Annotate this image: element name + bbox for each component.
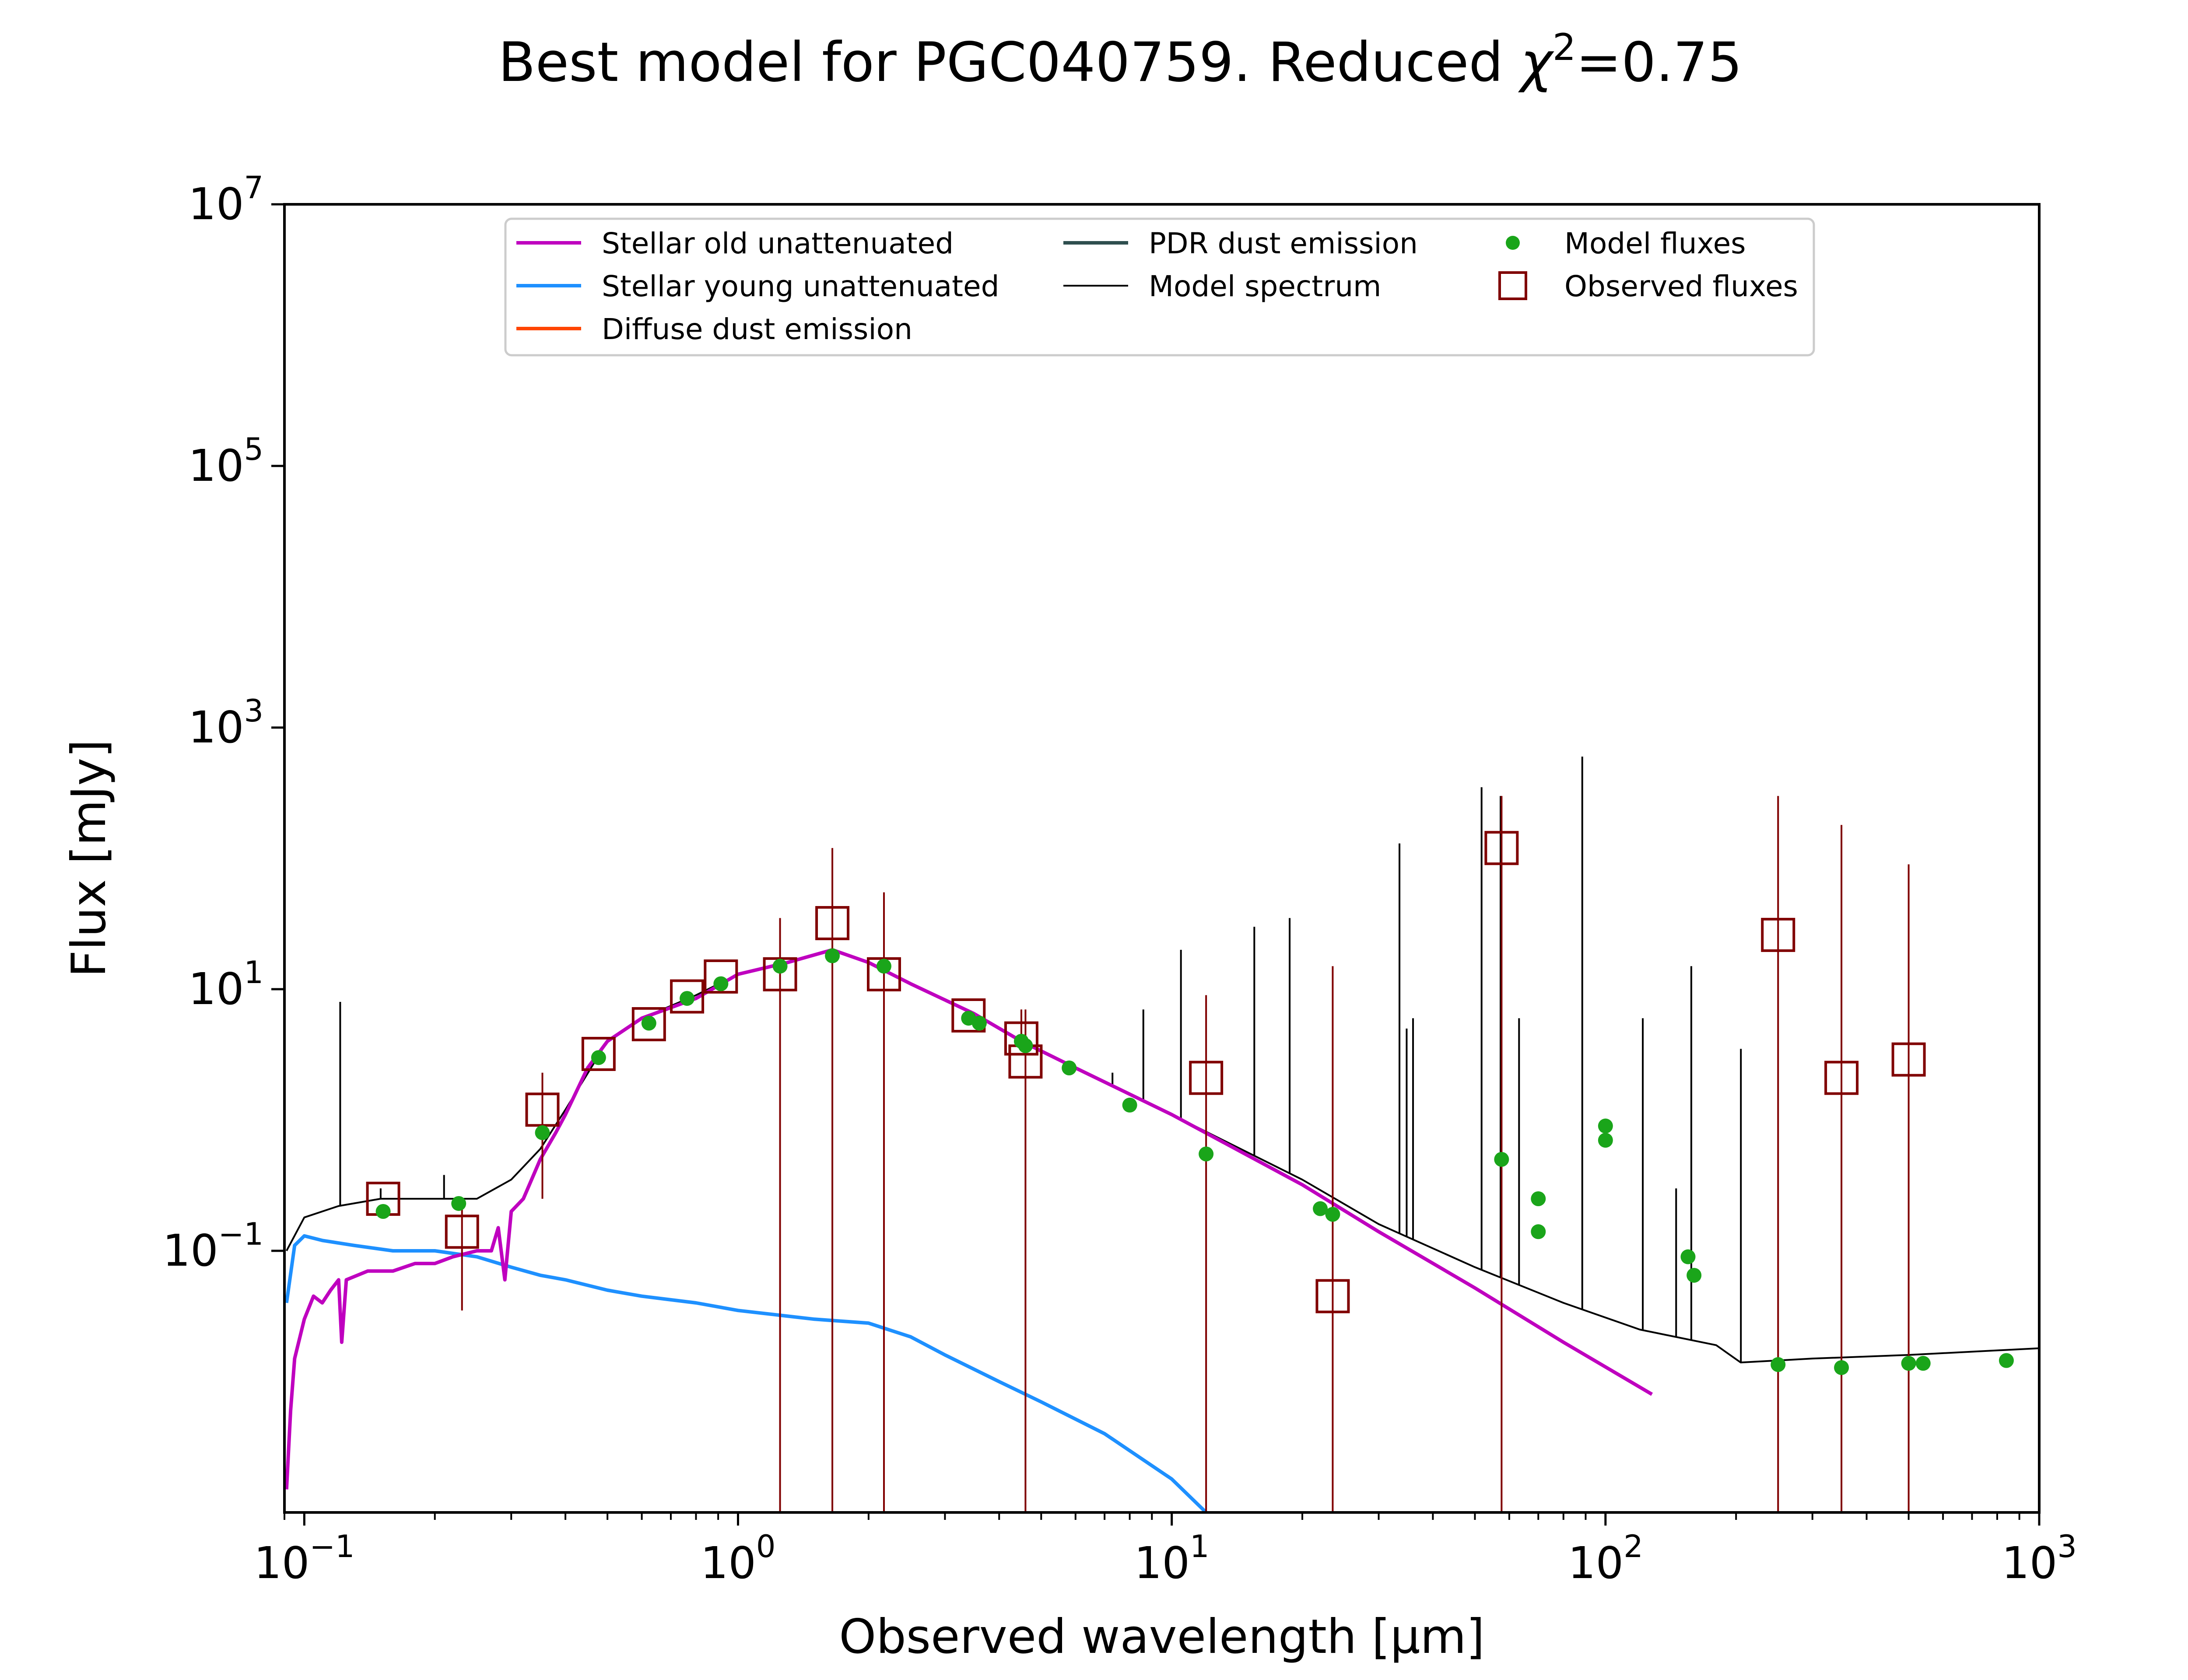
x-tick-label: 102: [1568, 1529, 1643, 1589]
model-flux-point: [1598, 1133, 1613, 1148]
observed-flux-marker: [1004, 1021, 1038, 1056]
model-flux-point: [1313, 1201, 1328, 1216]
y-tick-label: 103: [188, 693, 263, 753]
model-flux-point: [1199, 1146, 1214, 1162]
observed-flux-marker: [670, 979, 705, 1014]
legend-label: Stellar old unattenuated: [602, 227, 954, 260]
observed-flux-marker: [1891, 1042, 1926, 1077]
x-tick-label: 10−1: [254, 1529, 354, 1589]
model-fluxes-layer: [375, 948, 2014, 1375]
axis-ticks: 10−1 100 101 102 103 10−1 101 103 105 107: [163, 170, 2077, 1589]
model-flux-point: [1494, 1152, 1509, 1167]
observed-flux-marker: [763, 957, 797, 991]
legend: Stellar old unattenuated Stellar young un…: [504, 217, 1815, 357]
model-flux-point: [772, 959, 788, 974]
model-flux-point: [1531, 1191, 1546, 1207]
model-flux-point: [680, 991, 695, 1006]
y-tick-label: 107: [188, 170, 263, 230]
model-flux-point: [1999, 1353, 2014, 1368]
observed-flux-marker: [581, 1036, 616, 1071]
x-tick-label: 100: [701, 1529, 776, 1589]
model-flux-point: [1680, 1249, 1696, 1264]
model-flux-point: [825, 948, 840, 963]
legend-label: Diffuse dust emission: [602, 312, 912, 346]
observed-flux-marker: [1315, 1279, 1350, 1313]
axes-frame: [283, 203, 2041, 1514]
model-flux-point: [1901, 1356, 1916, 1371]
model-flux-point: [375, 1204, 391, 1219]
legend-label: Stellar young unattenuated: [602, 270, 999, 303]
model-flux-point: [713, 976, 729, 991]
young-stellar-layer: [284, 1234, 1207, 1514]
y-tick-label: 10−1: [163, 1216, 263, 1276]
legend-label: PDR dust emission: [1149, 227, 1418, 260]
observed-flux-marker: [867, 957, 901, 991]
observed-fluxes-layer: [366, 831, 1926, 1313]
model-flux-point: [971, 1015, 987, 1031]
legend-label: Model spectrum: [1149, 270, 1381, 303]
model-flux-point: [641, 1015, 656, 1031]
x-tick-label: 101: [1134, 1529, 1210, 1589]
model-flux-point: [1018, 1038, 1033, 1054]
model-flux-point: [1915, 1356, 1931, 1371]
legend-label: Observed fluxes: [1564, 270, 1798, 303]
observed-flux-marker: [445, 1214, 479, 1249]
axes-background: [284, 204, 2039, 1512]
observed-flux-marker: [1189, 1060, 1224, 1095]
y-tick-label: 101: [188, 955, 263, 1015]
model-flux-point: [877, 959, 892, 974]
observed-flux-marker: [815, 906, 850, 940]
legend-swatch: [1498, 271, 1527, 300]
error-bars-layer: [461, 796, 1910, 1512]
model-flux-point: [535, 1125, 550, 1140]
x-axis-label: Observed wavelength [μm]: [839, 1610, 1485, 1664]
observed-flux-marker: [1824, 1060, 1859, 1095]
model-flux-point: [451, 1196, 466, 1211]
x-tick-label: 103: [2002, 1529, 2077, 1589]
model-flux-point: [1834, 1360, 1849, 1375]
y-tick-label: 105: [188, 431, 263, 491]
legend-label: Model fluxes: [1564, 227, 1746, 260]
chart-title: Best model for PGC040759. Reduced χ2=0.7…: [498, 26, 1743, 94]
model-flux-point: [1531, 1224, 1546, 1239]
y-axis-label: Flux [mJy]: [62, 739, 116, 977]
model-flux-point: [591, 1050, 606, 1065]
observed-flux-marker: [631, 1007, 666, 1042]
model-flux-point: [1122, 1097, 1137, 1113]
observed-flux-marker: [1761, 917, 1795, 952]
legend-box: [504, 217, 1815, 357]
model-flux-point: [1687, 1267, 1702, 1283]
observed-flux-marker: [951, 998, 986, 1032]
plot-area: 10−1 100 101 102 103 10−1 101 103 105 107: [163, 170, 2077, 1589]
observed-flux-marker: [1484, 831, 1519, 865]
model-flux-point: [1771, 1357, 1786, 1372]
model-flux-point: [1598, 1118, 1613, 1134]
legend-swatch: [1506, 236, 1520, 250]
model-flux-point: [1062, 1060, 1077, 1076]
series-line-stellar-young-unattenuated: [284, 1234, 1207, 1514]
observed-flux-marker: [704, 959, 738, 994]
model-flux-point: [1325, 1207, 1340, 1222]
